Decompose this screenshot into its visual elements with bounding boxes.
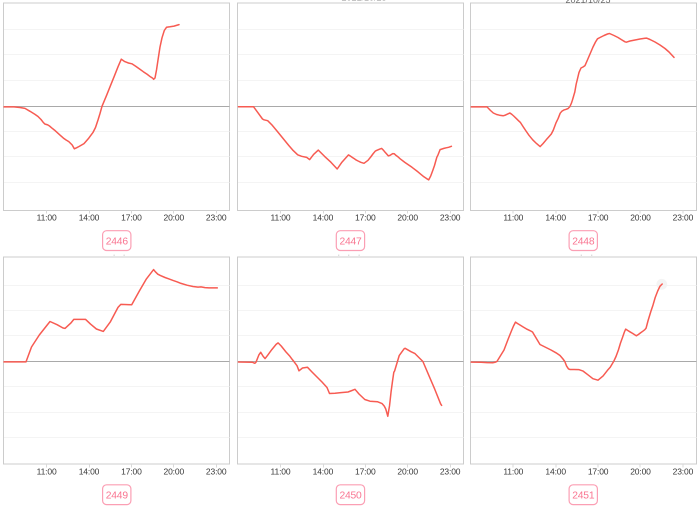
svg-text:23:00: 23:00: [206, 213, 227, 223]
svg-text:17:00: 17:00: [355, 213, 376, 223]
svg-text:20:00: 20:00: [397, 213, 418, 223]
svg-text:14:00: 14:00: [79, 213, 100, 223]
svg-text:14:00: 14:00: [545, 467, 566, 477]
svg-text:2021/10/25: 2021/10/25: [565, 0, 610, 5]
svg-text:17:00: 17:00: [588, 213, 609, 223]
svg-text:11:00: 11:00: [37, 213, 57, 223]
svg-text:2451: 2451: [572, 490, 595, 501]
svg-text:20:00: 20:00: [630, 467, 651, 477]
svg-text:23:00: 23:00: [673, 467, 694, 477]
svg-text:23:00: 23:00: [206, 467, 227, 477]
svg-text:14:00: 14:00: [313, 213, 334, 223]
svg-text:23:00: 23:00: [440, 467, 461, 477]
svg-text:11:00: 11:00: [271, 213, 291, 223]
svg-text:2021/10/25: 2021/10/25: [341, 0, 386, 3]
svg-text:14:00: 14:00: [313, 467, 334, 477]
svg-text:14:00: 14:00: [79, 467, 100, 477]
svg-text:11:00: 11:00: [271, 467, 291, 477]
svg-text:17:00: 17:00: [355, 467, 376, 477]
svg-text:11:00: 11:00: [503, 467, 523, 477]
svg-text:17:00: 17:00: [121, 213, 142, 223]
svg-text:20:00: 20:00: [164, 467, 185, 477]
svg-text:20:00: 20:00: [630, 213, 651, 223]
svg-text:2446: 2446: [106, 236, 129, 247]
svg-text:2448: 2448: [572, 236, 595, 247]
svg-text:14:00: 14:00: [545, 213, 566, 223]
svg-text:2450: 2450: [339, 490, 362, 501]
svg-text:11:00: 11:00: [37, 467, 57, 477]
svg-text:17:00: 17:00: [588, 467, 609, 477]
svg-text:23:00: 23:00: [673, 213, 694, 223]
svg-text:2449: 2449: [106, 490, 129, 501]
svg-text:2447: 2447: [339, 236, 362, 247]
svg-text:17:00: 17:00: [121, 467, 142, 477]
svg-text:20:00: 20:00: [397, 467, 418, 477]
svg-text:23:00: 23:00: [440, 213, 461, 223]
svg-text:11:00: 11:00: [503, 213, 523, 223]
svg-text:20:00: 20:00: [164, 213, 185, 223]
